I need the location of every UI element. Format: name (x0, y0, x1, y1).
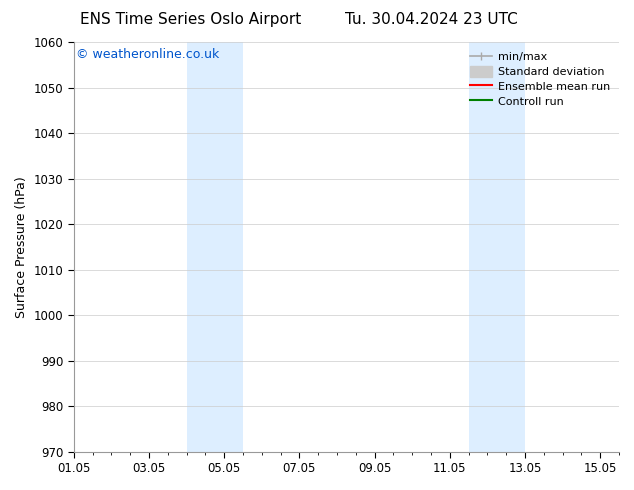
Y-axis label: Surface Pressure (hPa): Surface Pressure (hPa) (15, 176, 28, 318)
Bar (469, 42, 525, 452)
Legend: min/max, Standard deviation, Ensemble mean run, Controll run: min/max, Standard deviation, Ensemble me… (465, 47, 614, 111)
Text: Tu. 30.04.2024 23 UTC: Tu. 30.04.2024 23 UTC (345, 12, 517, 27)
Text: ENS Time Series Oslo Airport: ENS Time Series Oslo Airport (80, 12, 301, 27)
Bar (186, 42, 243, 452)
Text: © weatheronline.co.uk: © weatheronline.co.uk (77, 48, 220, 61)
